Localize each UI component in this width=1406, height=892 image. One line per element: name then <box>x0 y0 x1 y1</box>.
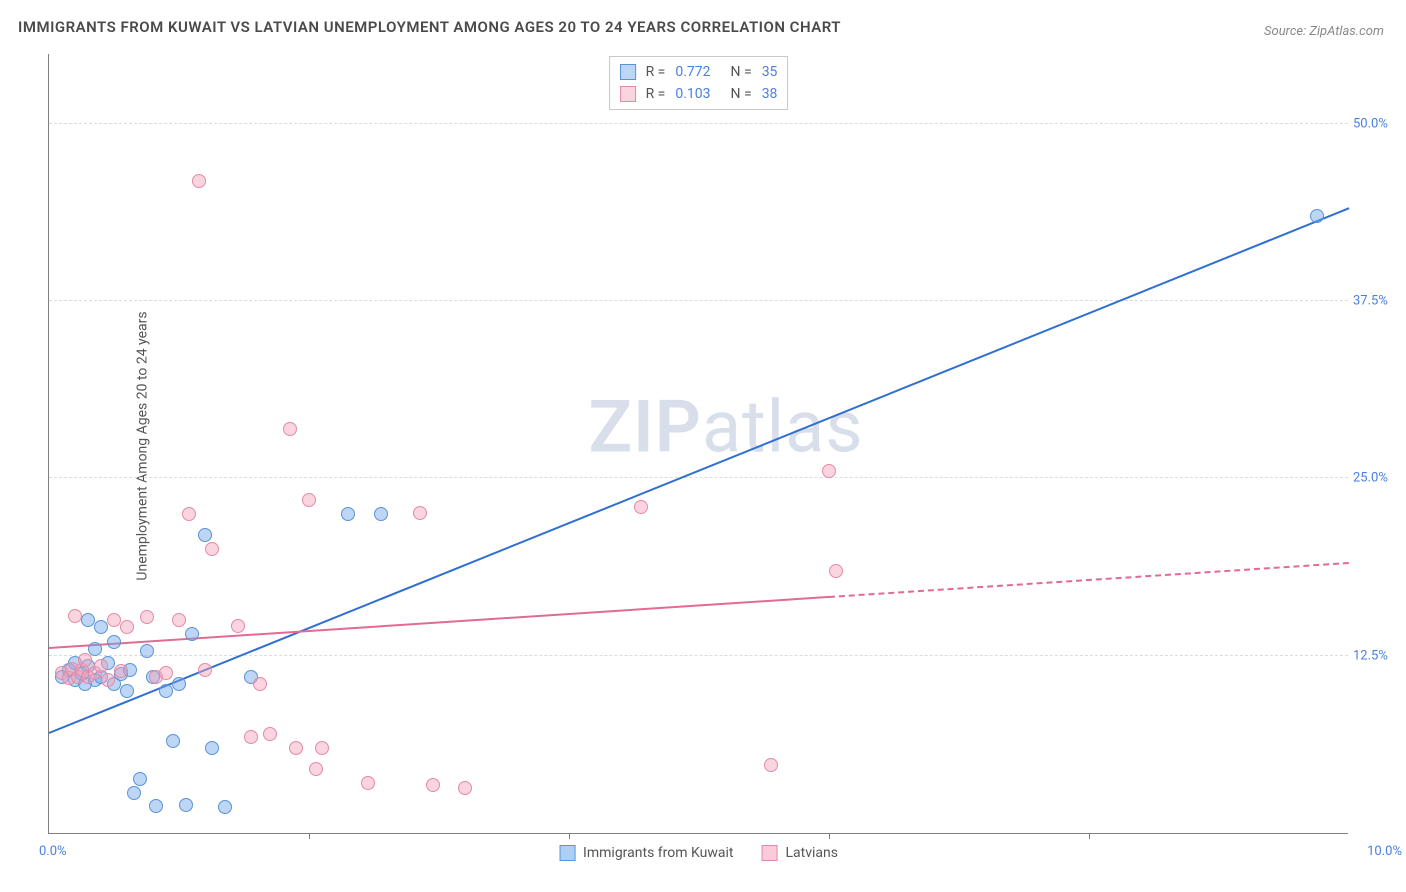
scatter-point <box>185 627 199 641</box>
scatter-point <box>302 493 316 507</box>
trend-line <box>829 562 1349 598</box>
scatter-point <box>263 727 277 741</box>
legend-bottom-label-1: Immigrants from Kuwait <box>583 845 733 861</box>
gridline <box>49 300 1348 301</box>
trend-line <box>49 596 829 649</box>
y-tick-label: 50.0% <box>1353 116 1398 131</box>
y-tick-label: 37.5% <box>1353 294 1398 309</box>
x-tick-mark <box>569 833 570 839</box>
scatter-point <box>140 610 154 624</box>
legend-bottom-swatch-1 <box>559 845 575 861</box>
legend-r-label: R = <box>646 61 666 83</box>
scatter-point <box>179 798 193 812</box>
scatter-point <box>205 542 219 556</box>
scatter-point <box>218 800 232 814</box>
scatter-point <box>205 741 219 755</box>
scatter-point <box>426 778 440 792</box>
legend-row-series-1: R = 0.772 N = 35 <box>620 61 778 83</box>
scatter-point <box>107 635 121 649</box>
source-attribution: Source: ZipAtlas.com <box>1264 24 1384 39</box>
scatter-point <box>309 762 323 776</box>
scatter-point <box>458 781 472 795</box>
scatter-point <box>81 613 95 627</box>
scatter-point <box>127 786 141 800</box>
legend-bottom-swatch-2 <box>761 845 777 861</box>
scatter-point <box>361 776 375 790</box>
legend-item-2: Latvians <box>761 845 838 861</box>
legend-n-label: N = <box>731 61 752 83</box>
legend-item-1: Immigrants from Kuwait <box>559 845 733 861</box>
scatter-point <box>634 500 648 514</box>
x-tick-mark <box>1089 833 1090 839</box>
scatter-point <box>341 507 355 521</box>
watermark-bold: ZIP <box>588 384 701 469</box>
scatter-point <box>120 620 134 634</box>
scatter-point <box>120 684 134 698</box>
scatter-point <box>192 174 206 188</box>
series-legend: Immigrants from Kuwait Latvians <box>559 845 838 861</box>
legend-n-value-2: 38 <box>762 83 778 105</box>
scatter-point <box>166 734 180 748</box>
scatter-point <box>149 799 163 813</box>
watermark-text: ZIPatlas <box>588 384 863 469</box>
scatter-point <box>133 772 147 786</box>
scatter-point <box>289 741 303 755</box>
scatter-point <box>198 528 212 542</box>
x-tick-max: 10.0% <box>1367 844 1402 859</box>
scatter-point <box>244 730 258 744</box>
scatter-point <box>68 609 82 623</box>
scatter-point <box>374 507 388 521</box>
x-tick-mark <box>829 833 830 839</box>
legend-n-label: N = <box>731 83 752 105</box>
scatter-point <box>283 422 297 436</box>
gridline <box>49 123 1348 124</box>
chart-title: IMMIGRANTS FROM KUWAIT VS LATVIAN UNEMPL… <box>18 18 841 36</box>
watermark-light: atlas <box>702 384 864 469</box>
legend-r-value-1: 0.772 <box>675 61 710 83</box>
scatter-point <box>159 684 173 698</box>
scatter-point <box>764 758 778 772</box>
legend-n-value-1: 35 <box>762 61 778 83</box>
scatter-point <box>94 659 108 673</box>
scatter-plot-area: ZIPatlas R = 0.772 N = 35 R = 0.103 N = … <box>48 54 1348 834</box>
scatter-point <box>140 644 154 658</box>
y-tick-label: 12.5% <box>1353 648 1398 663</box>
correlation-legend: R = 0.772 N = 35 R = 0.103 N = 38 <box>609 56 789 110</box>
legend-bottom-label-2: Latvians <box>785 845 838 861</box>
scatter-point <box>182 507 196 521</box>
y-tick-label: 25.0% <box>1353 471 1398 486</box>
legend-r-value-2: 0.103 <box>675 83 710 105</box>
legend-r-label: R = <box>646 83 666 105</box>
scatter-point <box>172 677 186 691</box>
x-tick-mark <box>309 833 310 839</box>
scatter-point <box>822 464 836 478</box>
scatter-point <box>94 620 108 634</box>
legend-swatch-1 <box>620 64 636 80</box>
scatter-point <box>231 619 245 633</box>
legend-row-series-2: R = 0.103 N = 38 <box>620 83 778 105</box>
scatter-point <box>172 613 186 627</box>
scatter-point <box>413 506 427 520</box>
scatter-point <box>829 564 843 578</box>
scatter-point <box>198 663 212 677</box>
scatter-point <box>114 664 128 678</box>
x-tick-min: 0.0% <box>39 844 67 859</box>
scatter-point <box>159 666 173 680</box>
scatter-point <box>315 741 329 755</box>
legend-swatch-2 <box>620 86 636 102</box>
scatter-point <box>107 613 121 627</box>
scatter-point <box>101 673 115 687</box>
scatter-point <box>78 653 92 667</box>
gridline <box>49 477 1348 478</box>
scatter-point <box>1310 209 1324 223</box>
scatter-point <box>253 677 267 691</box>
